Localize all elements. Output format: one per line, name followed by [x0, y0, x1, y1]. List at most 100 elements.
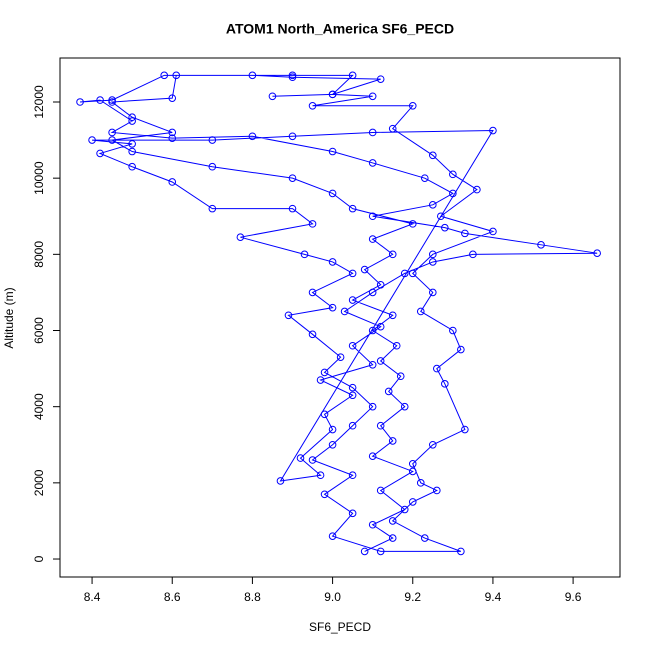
data-point: [368, 159, 377, 167]
x-tick-label: 9.4: [485, 590, 502, 604]
data-point: [396, 372, 405, 381]
data-point: [316, 471, 325, 480]
data-point: [437, 212, 445, 221]
y-tick-label: 8000: [32, 241, 46, 268]
data-point: [128, 113, 136, 122]
data-point: [376, 486, 385, 495]
y-tick-label: 10000: [32, 161, 46, 195]
data-point: [128, 162, 136, 171]
data-point: [428, 258, 437, 266]
data-point: [376, 357, 385, 365]
data-point: [160, 71, 169, 80]
data-point: [308, 220, 317, 228]
data-point: [300, 250, 309, 259]
data-line: [79, 74, 598, 552]
data-point: [400, 402, 409, 411]
data-point: [328, 258, 337, 266]
data-point: [388, 534, 397, 542]
data-point: [449, 326, 457, 335]
data-point: [328, 90, 337, 99]
data-point: [388, 437, 397, 445]
data-point: [408, 220, 417, 228]
data-point: [461, 425, 469, 434]
data-point: [537, 241, 545, 249]
data-point: [368, 235, 377, 243]
y-axis-label: Altitude (m): [2, 287, 16, 348]
data-point: [433, 486, 441, 495]
data-point: [348, 471, 357, 480]
data-point: [296, 454, 305, 462]
data-point: [288, 71, 297, 80]
data-point: [108, 136, 116, 144]
x-tick-label: 8.4: [84, 590, 101, 604]
y-tick-label: 0: [32, 555, 46, 562]
data-point: [348, 296, 357, 304]
data-point: [489, 126, 497, 135]
data-point: [469, 250, 477, 259]
data-point: [384, 387, 393, 396]
data-point: [76, 98, 84, 106]
data-point: [348, 269, 357, 278]
data-point: [276, 477, 285, 485]
data-point: [168, 134, 177, 142]
data-point: [316, 376, 325, 384]
x-axis-label: SF6_PECD: [309, 620, 371, 634]
data-point: [368, 288, 377, 297]
data-point: [320, 368, 329, 377]
data-point: [108, 128, 116, 137]
data-point: [328, 303, 337, 312]
data-point: [368, 212, 377, 221]
data-point: [328, 532, 337, 540]
data-point: [388, 311, 397, 320]
data-point: [428, 151, 437, 160]
data-point: [108, 96, 116, 104]
data-point: [348, 383, 357, 392]
data-point: [168, 128, 177, 137]
data-point: [128, 140, 136, 148]
data-point: [308, 288, 317, 297]
data-point: [593, 249, 601, 257]
data-point: [368, 92, 377, 101]
data-point: [328, 425, 337, 434]
data-point: [288, 174, 297, 182]
data-point: [376, 281, 385, 289]
x-tick-label: 8.8: [244, 590, 261, 604]
data-point: [408, 498, 417, 506]
data-point: [420, 534, 429, 542]
data-point: [400, 269, 409, 278]
data-point: [388, 124, 397, 133]
chart-title: ATOM1 North_America SF6_PECD: [226, 21, 454, 37]
data-point: [376, 547, 385, 556]
data-point: [108, 98, 116, 106]
data-point: [288, 73, 297, 82]
data-point: [328, 147, 337, 156]
data-point: [360, 265, 369, 274]
y-tick-label: 12000: [32, 85, 46, 119]
data-point: [368, 360, 377, 369]
data-point: [236, 233, 245, 241]
data-point: [489, 227, 497, 236]
data-point: [376, 75, 385, 83]
data-point: [376, 421, 385, 430]
x-tick-label: 9.2: [404, 590, 421, 604]
data-point: [368, 452, 377, 460]
data-point: [248, 132, 257, 141]
data-point: [348, 391, 357, 400]
data-point: [388, 517, 397, 525]
data-point: [408, 467, 417, 476]
data-point: [288, 132, 297, 141]
data-point: [96, 96, 104, 104]
y-tick-label: 6000: [32, 317, 46, 344]
y-tick-label: 4000: [32, 393, 46, 420]
data-point: [368, 520, 377, 529]
data-point: [348, 341, 357, 350]
data-point: [457, 547, 465, 556]
data-point: [308, 456, 317, 464]
data-point: [320, 490, 329, 499]
data-point: [441, 380, 449, 388]
data-point: [392, 341, 401, 350]
data-point: [168, 178, 177, 186]
data-point: [416, 307, 425, 316]
data-point: [348, 421, 357, 430]
data-point: [449, 189, 457, 198]
